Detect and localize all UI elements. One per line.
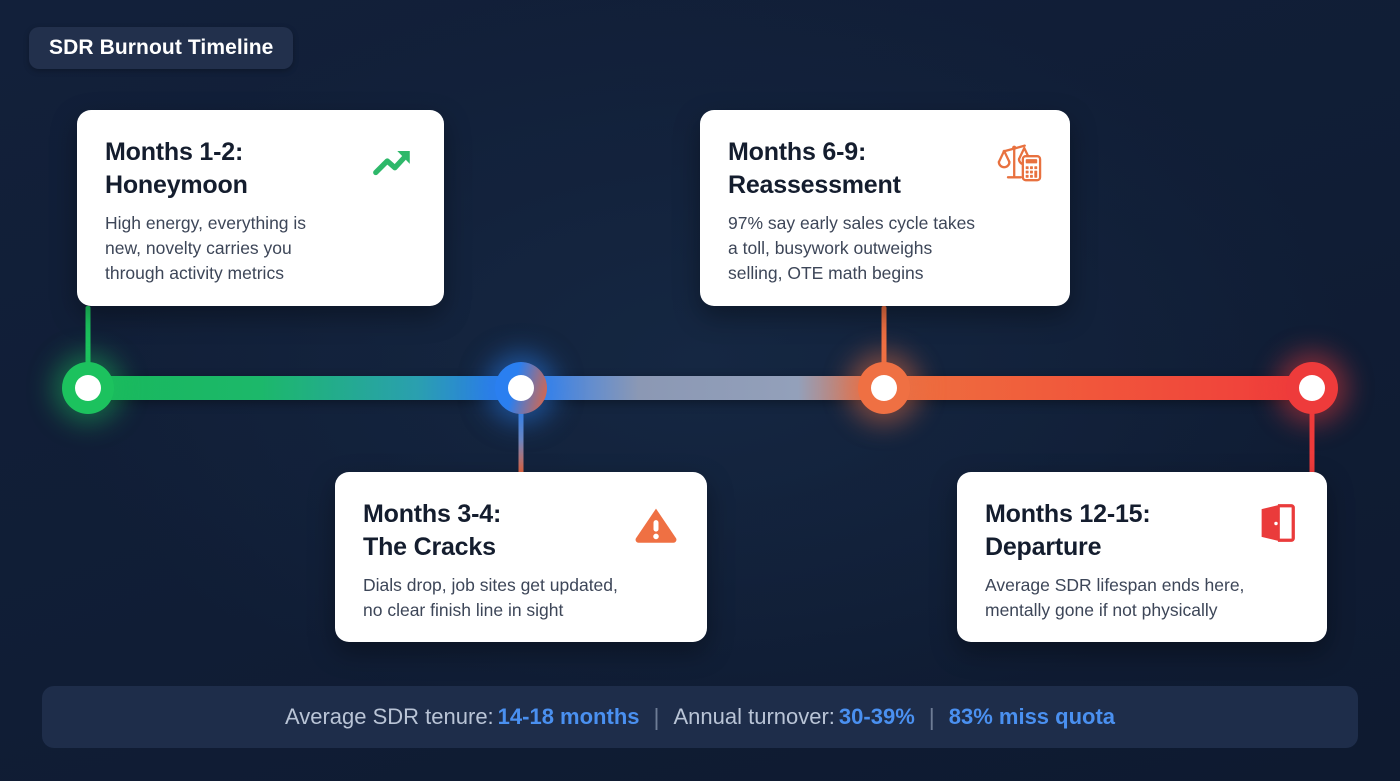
stat-separator: | xyxy=(653,703,660,730)
card-title: Months 12-15: Departure xyxy=(985,500,1151,561)
stats-list: Average SDR tenure: 14-18 months | Annua… xyxy=(285,704,1115,731)
stat-value: 30-39% xyxy=(838,704,915,729)
card-header: Months 6-9: Reassessment xyxy=(728,136,1042,201)
node-core xyxy=(75,375,101,401)
card-title: Months 1-2: Honeymoon xyxy=(105,138,248,199)
stat-label: Average SDR tenure: xyxy=(284,704,494,729)
card-body: Average SDR lifespan ends here, mentally… xyxy=(985,575,1245,620)
card-body: High energy, everything is new, novelty … xyxy=(105,213,307,283)
stat-separator: | xyxy=(928,703,935,730)
page-title: SDR Burnout Timeline xyxy=(49,36,274,59)
card-header: Months 1-2: Honeymoon xyxy=(105,136,416,201)
timeline-node-2[interactable] xyxy=(495,362,547,414)
stats-bar: Average SDR tenure: 14-18 months | Annua… xyxy=(42,686,1358,748)
node-core xyxy=(871,375,897,401)
scale-calculator-icon xyxy=(996,138,1042,184)
connector-stem-1 xyxy=(85,306,91,378)
card-header: Months 3-4: The Cracks xyxy=(363,498,679,563)
card-body: 97% say early sales cycle takes a toll, … xyxy=(728,213,976,283)
node-core xyxy=(1299,375,1325,401)
stat-item-tenure: Average SDR tenure: 14-18 months xyxy=(285,704,640,730)
exit-door-icon xyxy=(1253,500,1299,546)
timeline-rail xyxy=(88,376,1312,400)
connector-stem-2 xyxy=(518,398,524,474)
warning-triangle-icon xyxy=(633,500,679,546)
stat-value: 14-18 months xyxy=(497,704,640,729)
stat-label: Annual turnover: xyxy=(673,704,835,729)
stage-card-honeymoon[interactable]: Months 1-2: Honeymoon High energy, every… xyxy=(77,110,444,306)
timeline-node-4[interactable] xyxy=(1286,362,1338,414)
trending-up-icon xyxy=(370,138,416,184)
stage-card-departure[interactable]: Months 12-15: Departure Average SDR life… xyxy=(957,472,1327,642)
stat-item-quota: 83% miss quota xyxy=(949,704,1115,730)
connector-stem-4 xyxy=(1309,398,1315,474)
card-body: Dials drop, job sites get updated, no cl… xyxy=(363,575,618,620)
card-header: Months 12-15: Departure xyxy=(985,498,1299,563)
card-title: Months 3-4: The Cracks xyxy=(363,500,502,561)
page-title-badge: SDR Burnout Timeline xyxy=(29,27,294,69)
node-core xyxy=(508,375,534,401)
stat-item-turnover: Annual turnover: 30-39% xyxy=(673,704,914,730)
card-title: Months 6-9: Reassessment xyxy=(728,138,901,199)
connector-stem-3 xyxy=(881,306,887,378)
timeline-node-3[interactable] xyxy=(858,362,910,414)
stat-value: 83% miss quota xyxy=(948,704,1116,729)
stage-card-reassessment[interactable]: Months 6-9: Reassessment xyxy=(700,110,1070,306)
timeline-node-1[interactable] xyxy=(62,362,114,414)
stage-card-the-cracks[interactable]: Months 3-4: The Cracks Dials drop, job s… xyxy=(335,472,707,642)
